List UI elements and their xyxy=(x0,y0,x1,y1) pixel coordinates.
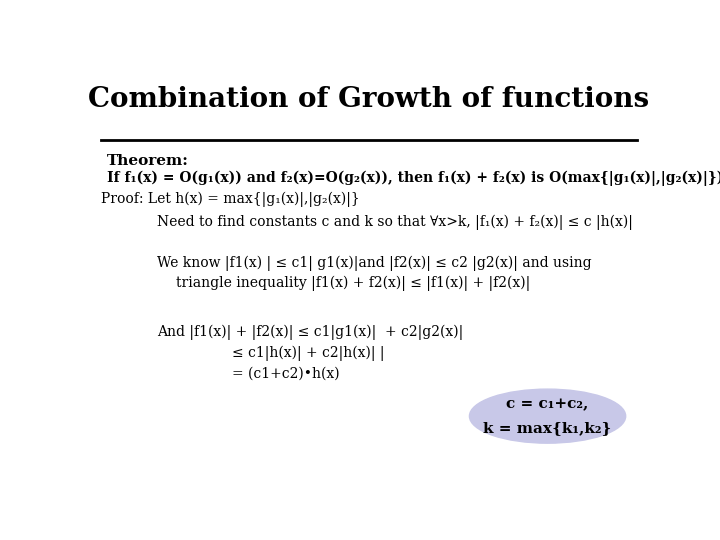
Text: c = c₁+c₂,: c = c₁+c₂, xyxy=(506,397,589,411)
Text: We know |f1(x) | ≤ c1| g1(x)|and |f2(x)| ≤ c2 |g2(x)| and using: We know |f1(x) | ≤ c1| g1(x)|and |f2(x)|… xyxy=(157,256,592,272)
Text: triangle inequality |f1(x) + f2(x)| ≤ |f1(x)| + |f2(x)|: triangle inequality |f1(x) + f2(x)| ≤ |f… xyxy=(176,275,531,291)
Text: And |f1(x)| + |f2(x)| ≤ c1|g1(x)|  + c2|g2(x)|: And |f1(x)| + |f2(x)| ≤ c1|g1(x)| + c2|g… xyxy=(157,325,463,340)
Text: ≤ c1|h(x)| + c2|h(x)| |: ≤ c1|h(x)| + c2|h(x)| | xyxy=(233,346,384,361)
Text: k = max{k₁,k₂}: k = max{k₁,k₂} xyxy=(483,421,612,435)
Text: Combination of Growth of functions: Combination of Growth of functions xyxy=(89,85,649,113)
Text: = (c1+c2)•h(x): = (c1+c2)•h(x) xyxy=(233,366,340,380)
Text: Need to find constants c and k so that ∀x>k, |f₁(x) + f₂(x)| ≤ c |h(x)|: Need to find constants c and k so that ∀… xyxy=(157,214,633,230)
Text: If f₁(x) = O(g₁(x)) and f₂(x)=O(g₂(x)), then f₁(x) + f₂(x) is O(max{|g₁(x)|,|g₂(: If f₁(x) = O(g₁(x)) and f₂(x)=O(g₂(x)), … xyxy=(107,171,720,186)
Text: Proof: Let h(x) = max{|g₁(x)|,|g₂(x)|}: Proof: Let h(x) = max{|g₁(x)|,|g₂(x)|} xyxy=(101,192,360,207)
Text: Theorem:: Theorem: xyxy=(107,154,189,168)
Ellipse shape xyxy=(469,389,626,443)
